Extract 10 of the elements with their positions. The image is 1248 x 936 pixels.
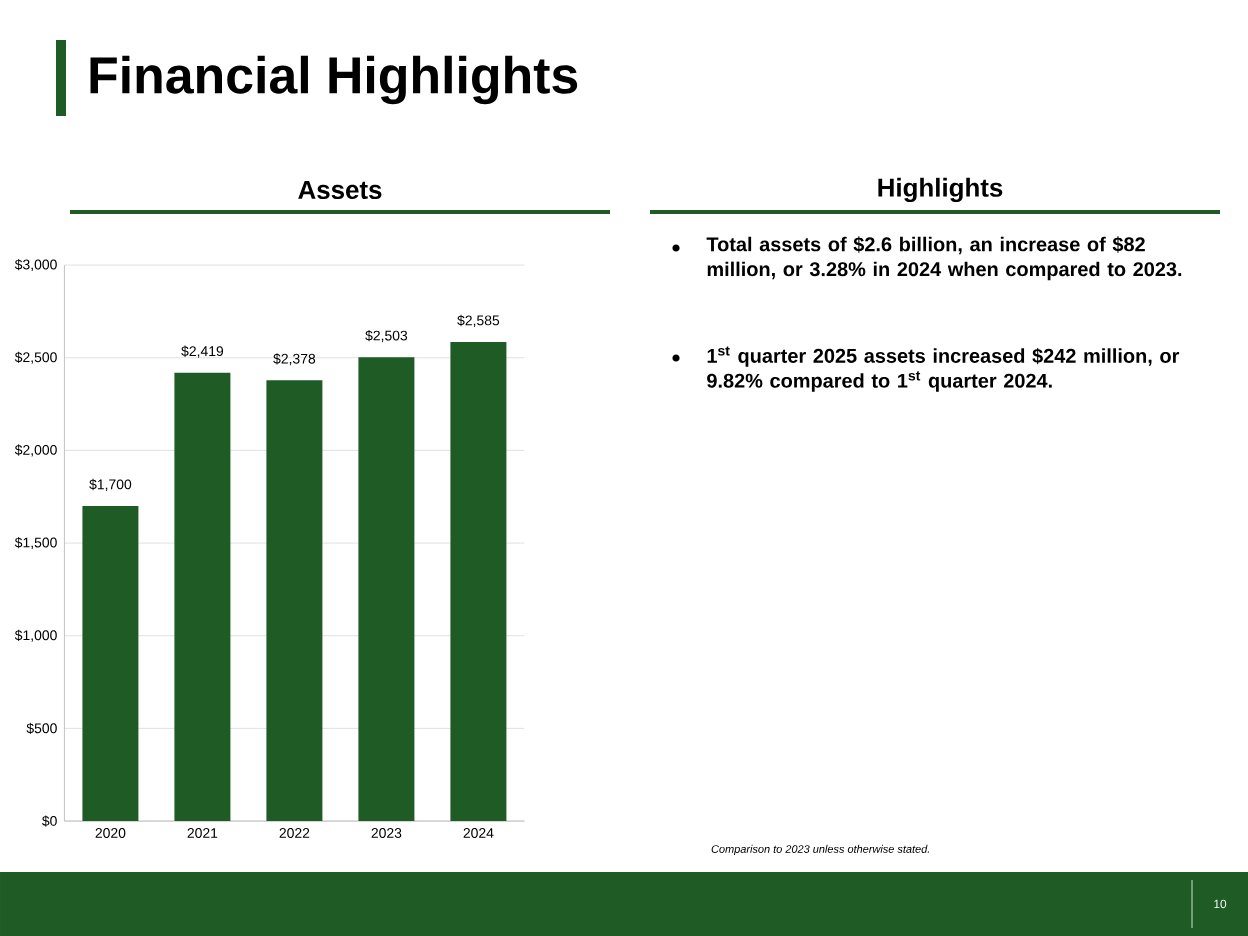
- text: Highlights: [878, 177, 1003, 203]
- text: Total assets of $2.6 billion, an increase of $82 million, or 3.28% in 2024 when compared to 2023.: [706, 236, 1182, 281]
- bar: [358, 357, 415, 822]
- text: 1$^{st}$ quarter 2025 assets increased $242 million, or 9.82% compared to 1$^{st}$ quarter 2024.: [707, 346, 1180, 392]
- bar: [266, 380, 323, 822]
- chart-title: Financial Highlights: [90, 55, 578, 105]
- bar: [174, 372, 231, 822]
- chart-subtitle: Assets: [298, 180, 382, 200]
- bar: [450, 341, 507, 822]
- bar: [82, 506, 139, 822]
